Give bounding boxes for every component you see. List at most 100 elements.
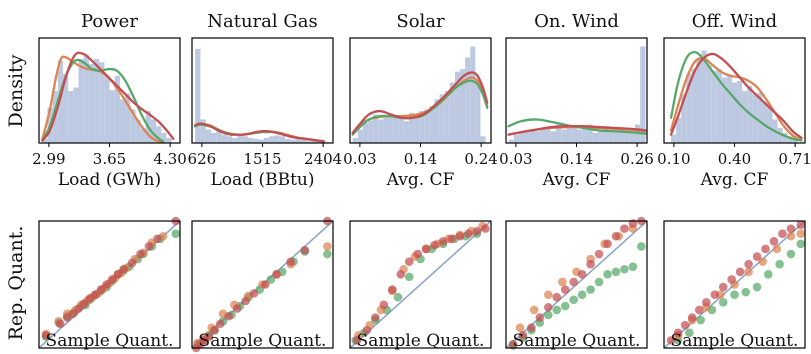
histogram-bar bbox=[42, 138, 48, 143]
scatter-point bbox=[518, 331, 528, 340]
histogram-bar bbox=[540, 127, 546, 143]
histogram-bar bbox=[681, 94, 687, 143]
x-axis-label: Sample Quant. bbox=[46, 331, 174, 351]
scatter-point bbox=[637, 242, 646, 251]
histogram-bar bbox=[78, 59, 84, 143]
density-curve bbox=[669, 57, 803, 142]
scatter-point bbox=[786, 224, 796, 233]
scatter-point bbox=[552, 292, 562, 302]
scatter-point bbox=[508, 339, 518, 349]
scatter-point bbox=[204, 332, 214, 341]
histogram-bar bbox=[696, 59, 702, 143]
scatter-point bbox=[447, 234, 456, 244]
scatter-series bbox=[508, 216, 646, 349]
scatter-point bbox=[404, 257, 414, 266]
histogram-bar bbox=[460, 69, 466, 143]
histogram-bar bbox=[73, 87, 79, 143]
scatter-point bbox=[241, 296, 250, 306]
panel-title: Natural Gas bbox=[207, 11, 317, 32]
plot-frame bbox=[191, 220, 334, 349]
histogram-bar bbox=[757, 92, 763, 143]
scatter-point bbox=[741, 287, 751, 297]
scatter-point bbox=[666, 336, 676, 345]
x-tick-label: 0.71 bbox=[778, 150, 811, 168]
histogram-bar bbox=[258, 139, 264, 143]
histogram-bar bbox=[519, 132, 525, 143]
histogram-bar bbox=[200, 119, 206, 143]
histogram-bar bbox=[311, 140, 317, 143]
histogram-bar bbox=[706, 65, 712, 143]
scatter-point bbox=[74, 304, 83, 313]
histogram-bar bbox=[742, 90, 748, 143]
histogram-bar bbox=[480, 136, 486, 143]
qq-panel: Sample Quant. bbox=[349, 220, 492, 351]
x-axis-label: Sample Quant. bbox=[199, 331, 327, 351]
histogram-bar bbox=[99, 62, 105, 143]
histogram-bar bbox=[279, 136, 286, 143]
scatter-point bbox=[127, 258, 137, 268]
scatter-point bbox=[796, 239, 806, 249]
histogram-bar bbox=[232, 137, 238, 143]
scatter-point bbox=[481, 224, 490, 233]
density-curve bbox=[507, 124, 647, 136]
histogram-bar bbox=[731, 82, 738, 143]
histogram-bar bbox=[792, 138, 798, 143]
histogram-bar bbox=[424, 109, 430, 143]
scatter-series bbox=[666, 220, 806, 345]
histogram-bar bbox=[408, 112, 415, 143]
scatter-series bbox=[515, 224, 638, 332]
scatter-point bbox=[404, 272, 414, 282]
histogram-bar bbox=[274, 135, 280, 143]
histogram-bar bbox=[587, 124, 593, 143]
histogram-bar bbox=[449, 82, 455, 143]
histogram bbox=[352, 46, 486, 143]
scatter-point bbox=[396, 270, 406, 279]
scatter-point bbox=[569, 295, 578, 305]
scatter-point bbox=[752, 252, 762, 261]
histogram-bar bbox=[393, 117, 399, 143]
scatter-point bbox=[586, 285, 595, 294]
scatter-point bbox=[527, 323, 536, 332]
histogram-bar bbox=[285, 138, 291, 143]
histogram-bar bbox=[242, 136, 249, 143]
x-axis-label: Sample Quant. bbox=[513, 331, 641, 351]
histogram-bar bbox=[737, 80, 743, 143]
scatter-point bbox=[710, 290, 720, 299]
scatter-point bbox=[685, 328, 694, 338]
scatter-point bbox=[91, 290, 100, 299]
scatter-point bbox=[769, 237, 779, 246]
x-axis-label: Avg. CF bbox=[542, 170, 611, 190]
scatter-point bbox=[272, 270, 281, 279]
scatter-point bbox=[413, 249, 422, 259]
histogram-bar bbox=[290, 139, 296, 143]
scatter-series bbox=[352, 224, 490, 345]
plot-frame bbox=[38, 220, 181, 349]
histogram-bar bbox=[125, 93, 131, 143]
histogram-bar bbox=[454, 71, 461, 143]
scatter-point bbox=[472, 226, 482, 236]
histogram-bar bbox=[787, 136, 793, 143]
histogram-bar bbox=[571, 126, 578, 143]
histogram-bar bbox=[253, 138, 259, 143]
histogram-bar bbox=[109, 90, 115, 143]
histogram-bar bbox=[114, 75, 120, 143]
scatter-point bbox=[702, 297, 711, 307]
histogram-bar bbox=[470, 46, 476, 143]
histogram-bar bbox=[68, 90, 74, 143]
histogram-bar bbox=[550, 131, 556, 143]
x-tick-label: 1515 bbox=[243, 150, 281, 168]
histogram-bar bbox=[316, 141, 323, 143]
scatter-point bbox=[628, 262, 638, 272]
scatter-point bbox=[552, 305, 562, 315]
histogram-bar bbox=[295, 137, 301, 143]
histogram-bar bbox=[94, 59, 100, 143]
qq-panel: Sample Quant. bbox=[38, 216, 181, 351]
histogram-bar bbox=[210, 132, 217, 143]
histogram-bar bbox=[577, 129, 583, 143]
scatter-point bbox=[744, 267, 753, 277]
scatter-point bbox=[796, 229, 806, 238]
histogram-bar bbox=[83, 54, 89, 143]
histogram-bar bbox=[216, 131, 222, 143]
histogram-bar bbox=[555, 124, 562, 143]
